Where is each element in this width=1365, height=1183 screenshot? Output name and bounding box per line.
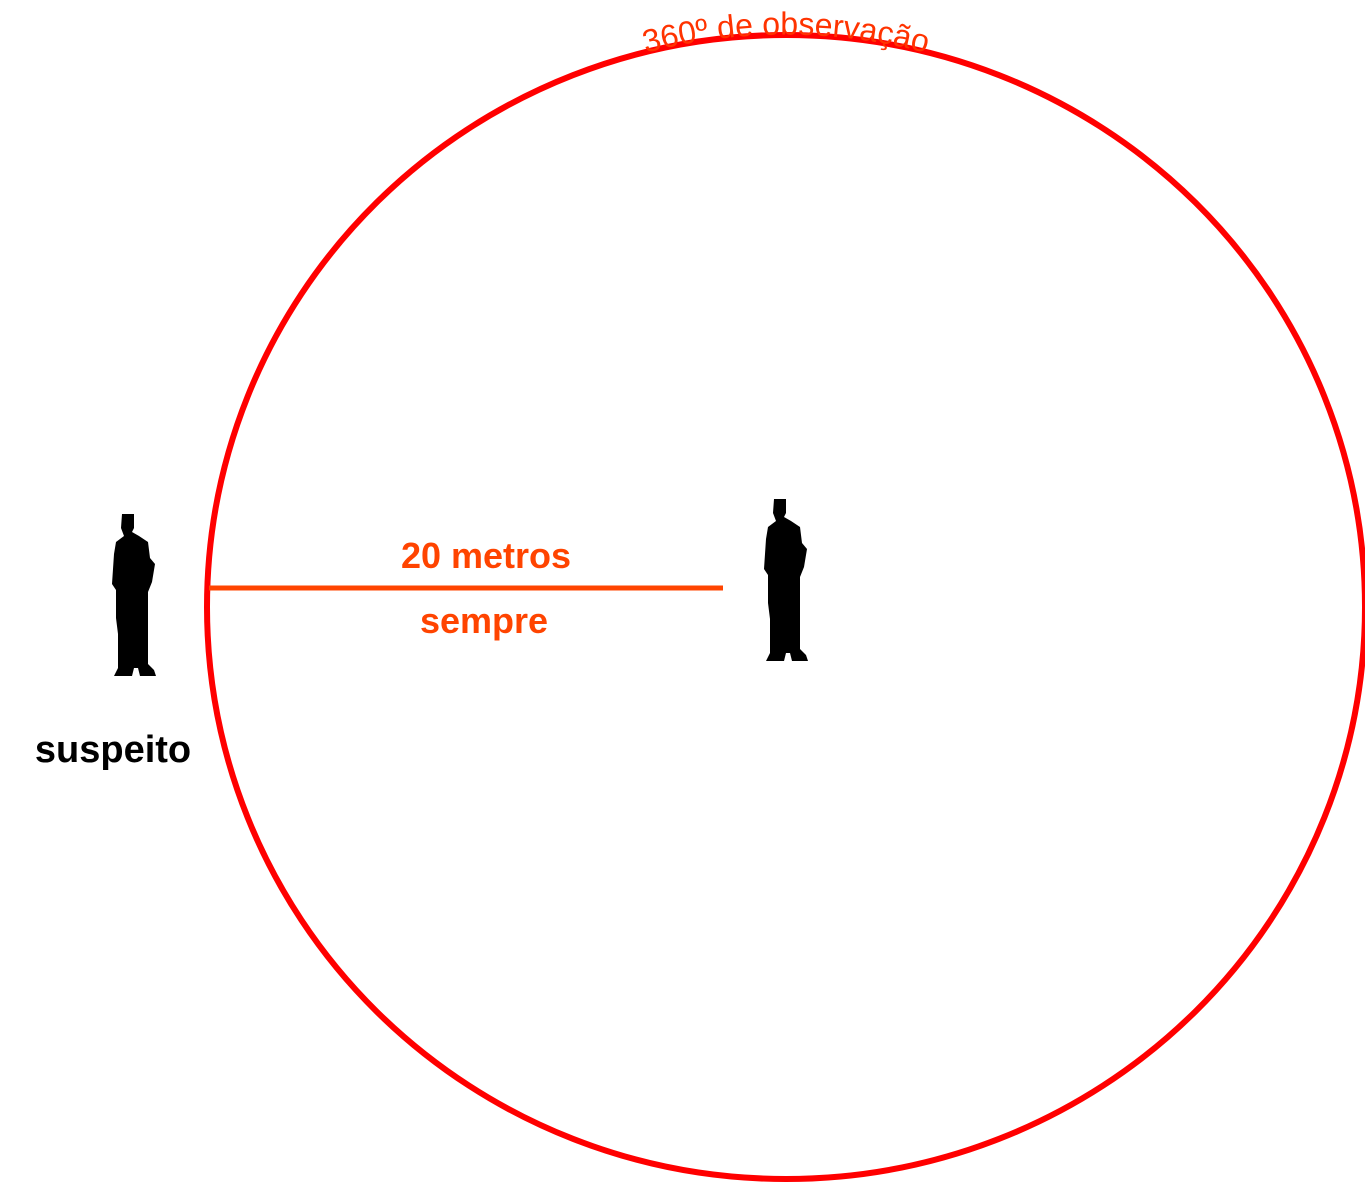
suspect-silhouette bbox=[112, 514, 156, 676]
suspect-label: suspeito bbox=[35, 729, 191, 771]
circle-label: 360º de observação bbox=[639, 6, 934, 60]
diagram: 360º de observação 20 metros sempre susp… bbox=[0, 0, 1365, 1183]
distance-note: sempre bbox=[420, 600, 548, 641]
distance-label: 20 metros bbox=[401, 535, 571, 576]
circle-label-text: 360º de observação bbox=[639, 6, 934, 60]
observer-silhouette bbox=[764, 499, 808, 661]
page: 360º de observação 20 metros sempre susp… bbox=[0, 0, 1365, 1183]
